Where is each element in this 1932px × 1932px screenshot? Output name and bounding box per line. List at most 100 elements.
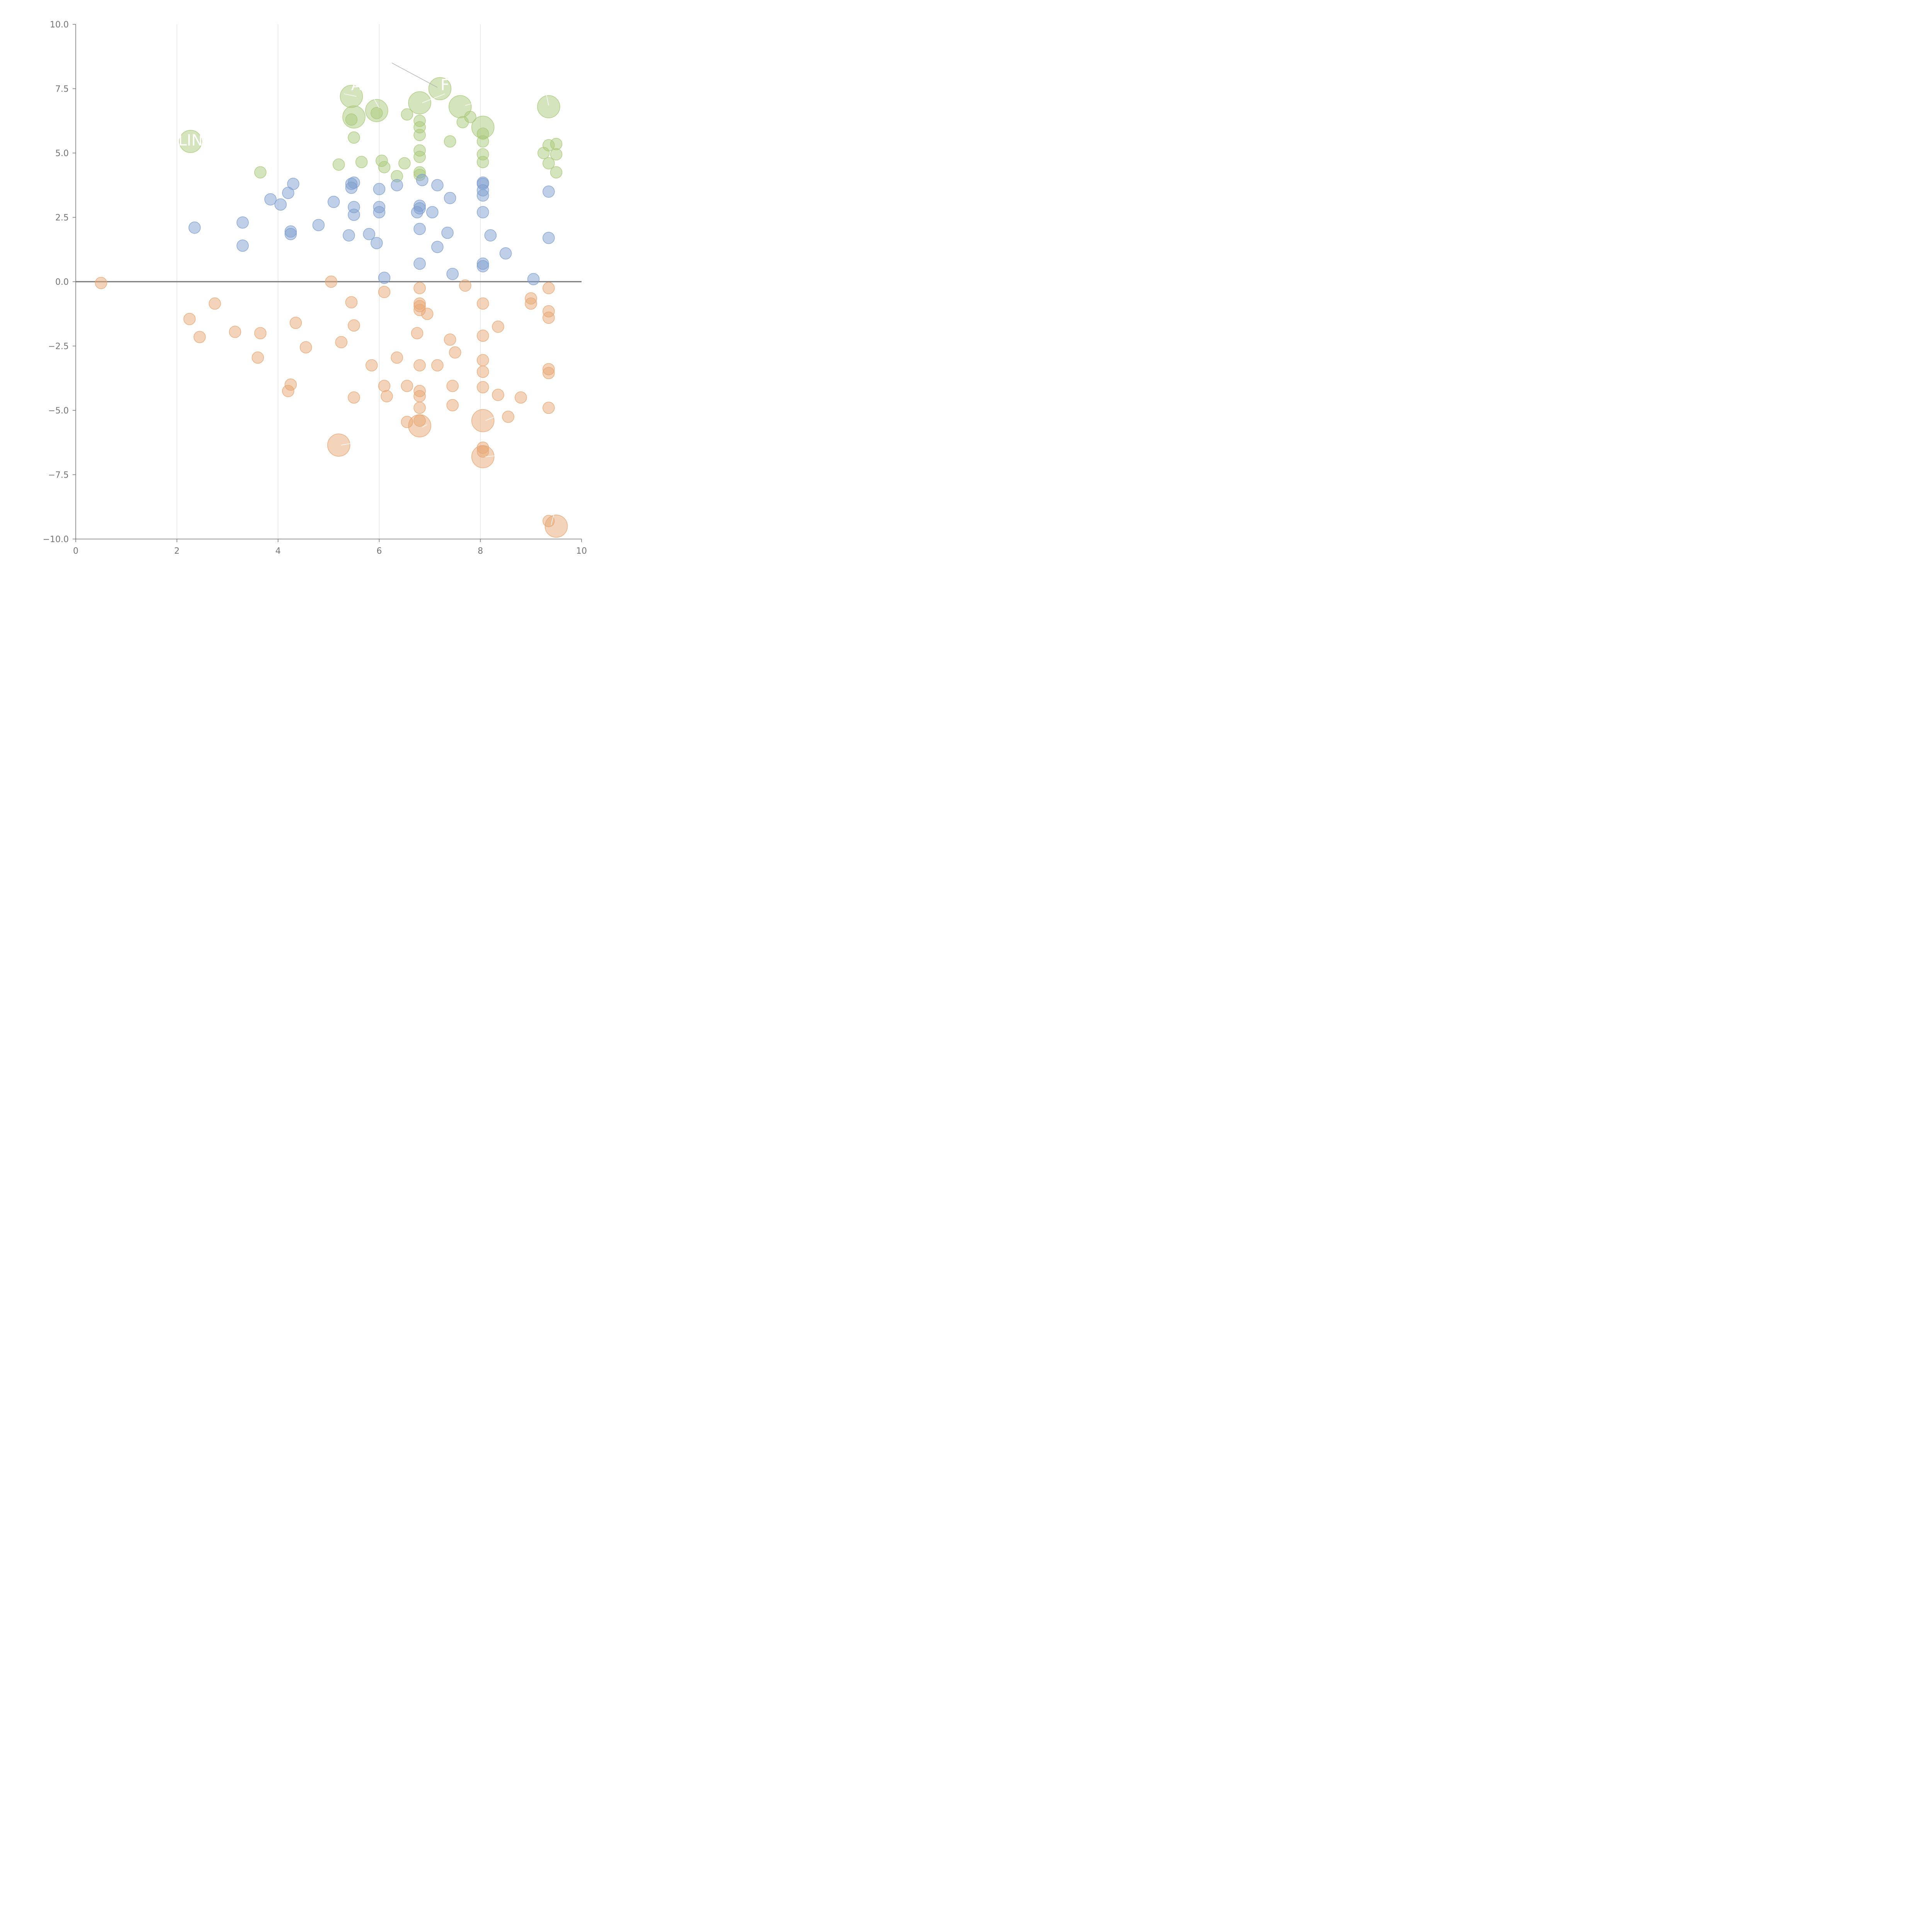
y-tick-label: 0.0 <box>55 277 69 287</box>
orange-point <box>444 333 456 346</box>
annotation-label: LIN <box>178 132 203 150</box>
orange-point <box>284 378 297 391</box>
orange-point <box>413 359 426 372</box>
green-point <box>537 95 560 118</box>
orange-point <box>543 367 555 379</box>
blue-point <box>476 189 489 202</box>
blue-point <box>413 223 426 235</box>
axes-layer: 0 2 4 6 8 10 10.0 7.5 5.0 2.5 0.0 −2.5 −5.0 −7.5 −10.0 <box>43 20 587 556</box>
orange-point <box>431 359 444 372</box>
leader-line <box>551 514 554 525</box>
blue-point <box>431 179 444 191</box>
orange-point <box>183 313 196 325</box>
orange-point <box>476 366 489 378</box>
blue-point <box>413 257 426 270</box>
orange-point <box>411 327 423 339</box>
y-tick-label: −10.0 <box>43 535 69 544</box>
blue-point <box>371 237 383 249</box>
leader-layer <box>341 63 554 525</box>
blue-point <box>431 241 444 253</box>
y-tick-label: −7.5 <box>48 471 69 480</box>
blue-point <box>274 198 287 211</box>
x-tick-label: 2 <box>174 546 180 556</box>
orange-point <box>492 320 504 333</box>
orange-point <box>209 297 221 310</box>
blue-point <box>236 216 249 229</box>
annotation-label: A <box>351 77 362 94</box>
blue-point <box>236 240 249 252</box>
orange-point <box>544 514 568 538</box>
orange-point <box>421 308 434 320</box>
x-tick-label: 8 <box>478 546 483 556</box>
y-tick-label: 10.0 <box>50 20 69 30</box>
green-point <box>332 158 345 171</box>
leader-line <box>374 99 380 108</box>
blue-point <box>363 228 375 240</box>
green-point <box>476 135 489 148</box>
blue-point <box>188 221 201 234</box>
y-tick-label: −5.0 <box>48 406 69 416</box>
leader-line <box>391 63 438 88</box>
orange-point <box>348 391 360 404</box>
green-point <box>464 111 476 123</box>
orange-point <box>525 297 537 310</box>
blue-point <box>327 196 340 208</box>
blue-point <box>543 232 555 244</box>
blue-point <box>378 272 391 284</box>
green-point <box>378 161 391 173</box>
green-point <box>408 91 431 114</box>
blue-point <box>373 183 386 195</box>
green-point <box>398 157 411 170</box>
orange-point <box>366 359 378 372</box>
orange-point <box>413 401 426 414</box>
x-tick-label: 10 <box>576 546 587 556</box>
blue-point <box>416 174 429 186</box>
orange-point <box>476 381 489 393</box>
orange-point <box>229 326 242 338</box>
orange-point <box>476 354 489 366</box>
green-point <box>254 166 267 179</box>
green-point <box>348 131 360 144</box>
orange-point <box>289 316 302 329</box>
blue-point <box>476 206 489 218</box>
green-point <box>550 148 563 161</box>
orange-point <box>378 379 391 392</box>
orange-point <box>476 297 489 310</box>
orange-point <box>391 351 403 364</box>
x-tick-label: 0 <box>73 546 78 556</box>
orange-point <box>401 379 413 392</box>
orange-point <box>502 410 514 423</box>
orange-point <box>252 351 264 364</box>
orange-point <box>543 311 555 324</box>
orange-point <box>446 399 459 412</box>
orange-point <box>193 331 206 343</box>
x-tick-label: 6 <box>376 546 382 556</box>
orange-point <box>381 390 393 403</box>
blue-point <box>312 219 325 231</box>
annotation-layer: LIN A F <box>178 77 449 150</box>
orange-point <box>459 279 471 292</box>
blue-point <box>343 229 355 242</box>
annotation-label: F <box>440 77 449 94</box>
blue-point <box>287 178 299 190</box>
blue-point <box>446 268 459 280</box>
blue-point <box>348 209 360 221</box>
orange-point <box>413 390 426 403</box>
green-point <box>401 108 413 121</box>
chart-container: 0 2 4 6 8 10 10.0 7.5 5.0 2.5 0.0 −2.5 −5.0 −7.5 −10.0… <box>0 0 606 606</box>
blue-point <box>476 260 489 272</box>
green-point <box>355 156 368 168</box>
blue-point <box>441 226 454 239</box>
blue-point <box>426 206 439 218</box>
orange-point <box>299 341 312 354</box>
y-tick-label: 2.5 <box>55 213 69 223</box>
orange-point <box>476 330 489 342</box>
orange-point <box>515 391 527 404</box>
orange-point <box>543 282 555 294</box>
green-point <box>550 138 563 150</box>
orange-point <box>348 319 360 332</box>
green-point <box>543 157 555 170</box>
leader-line <box>485 455 501 457</box>
blue-point <box>499 247 512 260</box>
leader-line <box>344 94 357 97</box>
